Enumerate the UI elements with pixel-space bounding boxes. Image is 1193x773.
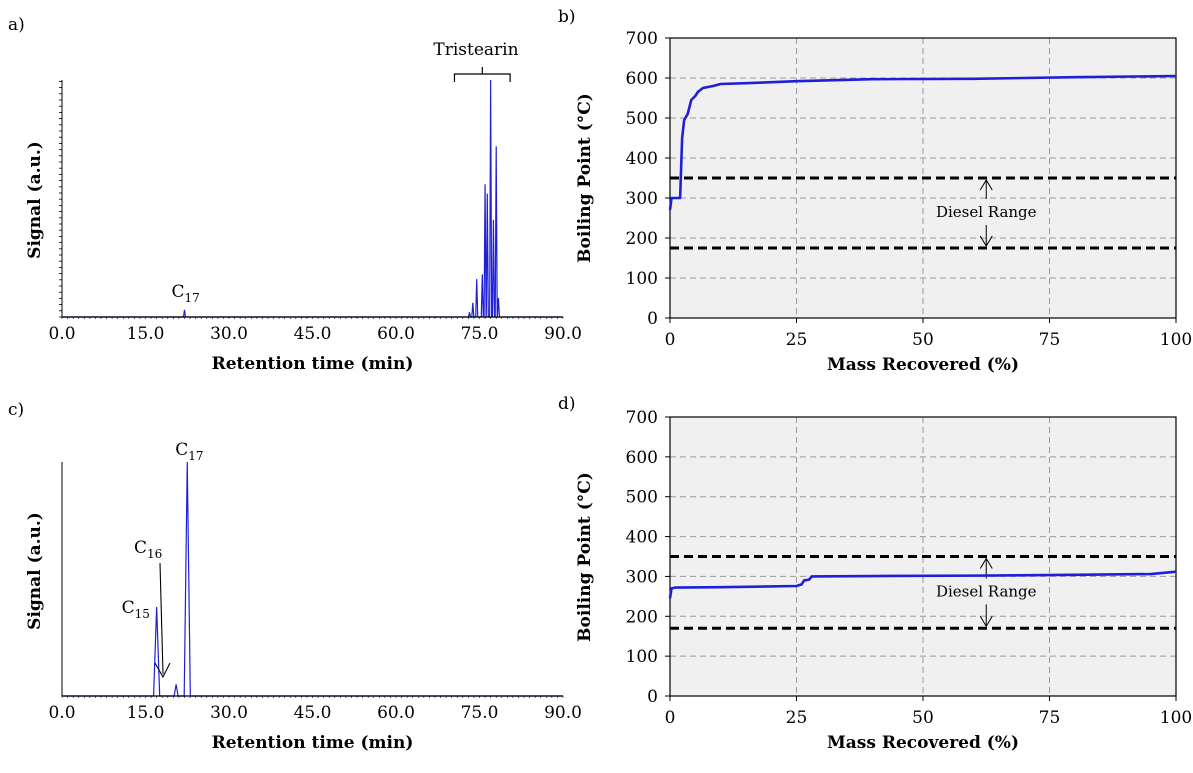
y-tick-label: 700	[626, 408, 658, 428]
x-axis-label: Retention time (min)	[212, 354, 414, 374]
x-tick-label: 30.0	[210, 703, 248, 723]
y-tick-label: 300	[626, 189, 658, 209]
x-tick-label: 100	[1160, 330, 1192, 350]
x-axis-label: Mass Recovered (%)	[827, 355, 1019, 375]
x-tick-label: 45.0	[294, 703, 332, 723]
y-axis-label: Signal (a.u.)	[25, 141, 45, 259]
x-tick-label: 75	[1039, 330, 1061, 350]
x-tick-label: 45.0	[294, 324, 332, 344]
x-tick-label: 15.0	[127, 324, 165, 344]
panel-label-b: b)	[558, 7, 576, 27]
y-axis-label: Signal (a.u.)	[25, 512, 45, 630]
distillation-curve-b-plot: b) 0 100 200 300 400 500 600 700 0 25 50 75 100 Diesel…	[550, 0, 1193, 385]
y-tick-label: 100	[626, 269, 658, 289]
y-tick-label: 100	[626, 647, 658, 667]
signal-trace	[62, 80, 563, 317]
x-tick-label: 60.0	[377, 703, 415, 723]
x-tick-label: 25	[786, 708, 808, 728]
x-tick-label: 25	[786, 330, 808, 350]
x-tick-label: 75.0	[461, 703, 499, 723]
panel-label-a: a)	[8, 15, 25, 35]
y-axis-label: Boiling Point (°C)	[575, 93, 595, 263]
panel-label-d: d)	[558, 394, 576, 414]
c15-label: C15	[122, 598, 150, 621]
tristearin-bracket	[454, 74, 510, 82]
x-tick-label: 60.0	[377, 324, 415, 344]
y-axis-label: Boiling Point (°C)	[575, 472, 595, 642]
c17-label: C17	[175, 440, 203, 463]
y-tick-label: 500	[626, 109, 658, 129]
y-tick-label: 300	[626, 567, 658, 587]
x-tick-label: 0	[665, 330, 676, 350]
y-tick-label: 200	[626, 607, 658, 627]
x-tick-label: 100	[1160, 708, 1192, 728]
x-tick-label: 0.0	[48, 324, 75, 344]
x-tick-label: 50	[912, 330, 934, 350]
y-tick-label: 600	[626, 448, 658, 468]
diesel-range-label: Diesel Range	[936, 203, 1037, 221]
signal-trace	[62, 462, 563, 696]
x-tick-label: 0	[665, 708, 676, 728]
distillation-curve-d-plot: d) 0 100 200 300 400 500 600 700 0 25 50 75 100 Diesel…	[550, 385, 1193, 769]
y-tick-label: 500	[626, 488, 658, 508]
x-tick-label: 30.0	[210, 324, 248, 344]
c16-arrow-line	[160, 563, 163, 674]
y-tick-label: 0	[647, 309, 658, 329]
x-tick-label: 50	[912, 708, 934, 728]
x-tick-label: 75.0	[461, 324, 499, 344]
c17-label: C17	[171, 282, 199, 305]
tristearin-label: Tristearin	[433, 40, 518, 60]
panel-label-c: c)	[8, 400, 24, 420]
c16-label: C16	[134, 538, 162, 561]
x-axis-label: Retention time (min)	[212, 733, 414, 753]
y-tick-label: 400	[626, 528, 658, 548]
y-tick-label: 700	[626, 29, 658, 49]
x-tick-label: 15.0	[127, 703, 165, 723]
distillation-curve-b: b) 0 100 200 300 400 500 600 700 0 25 50 75 100 Diesel…	[550, 0, 1193, 385]
y-tick-label: 0	[647, 687, 658, 707]
x-axis-label: Mass Recovered (%)	[827, 733, 1019, 753]
diesel-range-label: Diesel Range	[936, 582, 1037, 600]
y-tick-label: 600	[626, 69, 658, 89]
distillation-curve-d: d) 0 100 200 300 400 500 600 700 0 25 50 75 100 Diesel…	[550, 385, 1193, 769]
x-tick-label: 75	[1039, 708, 1061, 728]
y-tick-label: 200	[626, 229, 658, 249]
y-tick-label: 400	[626, 149, 658, 169]
x-tick-label: 0.0	[48, 703, 75, 723]
